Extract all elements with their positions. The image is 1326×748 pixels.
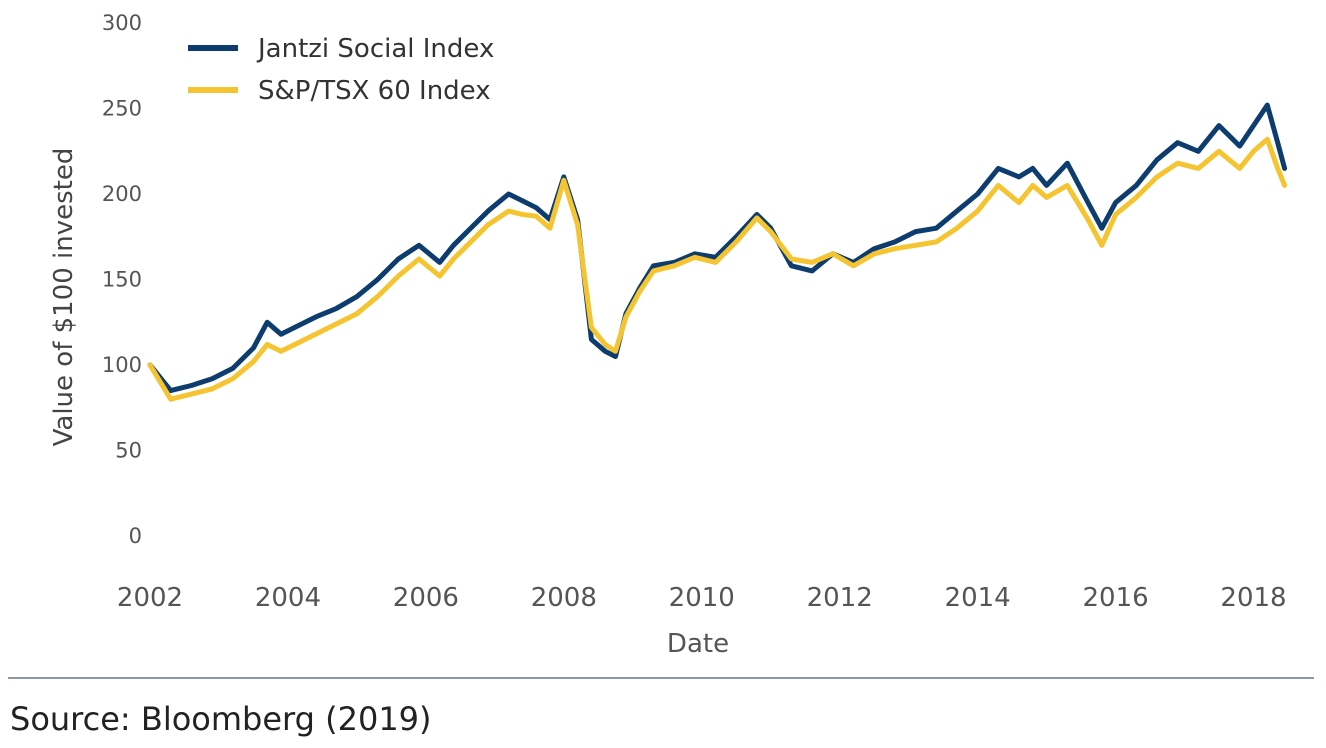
x-tick-label: 2018 xyxy=(1220,583,1286,613)
source-note: Source: Bloomberg (2019) xyxy=(10,700,432,738)
x-tick-label: 2002 xyxy=(117,583,183,613)
legend: Jantzi Social Index S&P/TSX 60 Index xyxy=(188,34,494,106)
x-tick-label: 2016 xyxy=(1082,583,1148,613)
y-axis-ticks: 0 50 100 150 200 250 300 xyxy=(102,11,142,548)
y-tick-label: 100 xyxy=(102,353,142,377)
legend-label: Jantzi Social Index xyxy=(256,34,494,64)
y-tick-label: 200 xyxy=(102,182,142,206)
y-tick-label: 50 xyxy=(115,439,142,463)
x-tick-label: 2008 xyxy=(531,583,597,613)
y-axis-label: Value of $100 invested xyxy=(49,148,79,447)
y-tick-label: 0 xyxy=(129,524,142,548)
x-axis-ticks: 2002 2004 2006 2008 2010 2012 2014 2016 2018 xyxy=(117,583,1287,613)
series-layer xyxy=(147,102,1288,402)
x-tick-label: 2004 xyxy=(255,583,321,613)
x-tick-label: 2010 xyxy=(669,583,735,613)
y-tick-label: 250 xyxy=(102,97,142,121)
x-tick-label: 2006 xyxy=(393,583,459,613)
y-tick-label: 300 xyxy=(102,11,142,35)
x-axis-label: Date xyxy=(667,629,729,659)
series-line-sp-tsx-60-index xyxy=(147,136,1288,402)
series-line-jantzi-social-index xyxy=(147,102,1288,394)
divider xyxy=(8,677,1314,679)
x-tick-label: 2012 xyxy=(807,583,873,613)
x-tick-label: 2014 xyxy=(945,583,1011,613)
y-tick-label: 150 xyxy=(102,268,142,292)
legend-label: S&P/TSX 60 Index xyxy=(258,76,491,106)
